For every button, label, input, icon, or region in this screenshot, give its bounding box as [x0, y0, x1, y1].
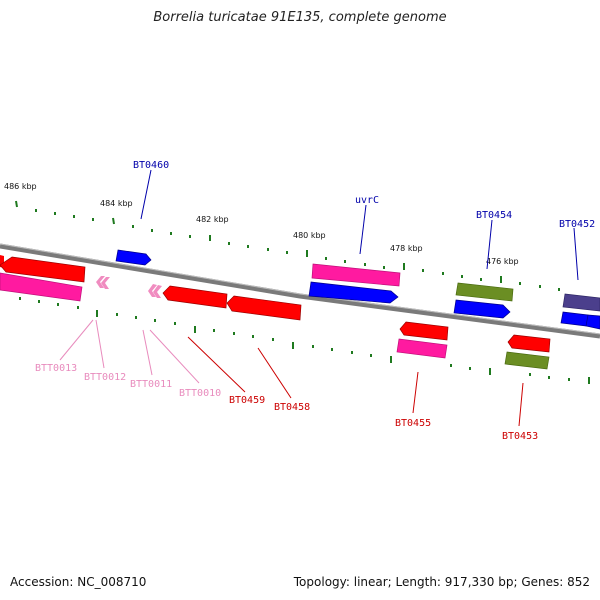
gene-label-bt0452[interactable]: BT0452	[559, 219, 595, 230]
gene-arrow-bt0453[interactable]	[507, 334, 551, 353]
scale-label-480: 480 kbp	[293, 231, 326, 240]
gene-arrow-pink-left[interactable]	[0, 272, 83, 302]
lower-tick-track	[19, 297, 590, 384]
scale-label-486: 486 kbp	[4, 182, 37, 191]
gene-arrow-bt0459[interactable]	[162, 285, 228, 309]
genome-backbone	[0, 243, 600, 339]
gene-label-bt0460[interactable]: BT0460	[133, 160, 169, 171]
scale-label-484: 484 kbp	[100, 199, 133, 208]
genome-summary-text: Topology: linear; Length: 917,330 bp; Ge…	[293, 575, 590, 589]
gene-leader-lines	[59, 169, 579, 427]
gene-arrow-bt0452[interactable]	[562, 293, 600, 312]
gene-arrow-bt0455[interactable]	[399, 321, 449, 341]
gene-arrow-bt0455-pink[interactable]	[396, 338, 448, 359]
gene-arrow-btt0011[interactable]	[148, 284, 157, 297]
gene-label-bt0455[interactable]: BT0455	[395, 418, 431, 429]
scale-label-476: 476 kbp	[486, 257, 519, 266]
gene-arrow-bt0454-olive[interactable]	[455, 282, 514, 302]
gene-label-btt0010[interactable]: BTT0010	[179, 388, 221, 399]
gene-arrow-btt0010[interactable]	[153, 285, 162, 298]
gene-label-bt0459[interactable]: BT0459	[229, 395, 265, 406]
accession-text: Accession: NC_008710	[10, 575, 147, 589]
gene-label-bt0458[interactable]: BT0458	[274, 402, 310, 413]
gene-label-bt0454[interactable]: BT0454	[476, 210, 512, 221]
upper-tick-track	[15, 200, 560, 291]
gene-label-bt0453[interactable]: BT0453	[502, 431, 538, 442]
gene-label-btt0012[interactable]: BTT0012	[84, 372, 126, 383]
gene-arrow-bt0454[interactable]	[453, 299, 511, 319]
scale-label-478: 478 kbp	[390, 244, 423, 253]
gene-label-btt0011[interactable]: BTT0011	[130, 379, 172, 390]
scale-label-482: 482 kbp	[196, 215, 229, 224]
gene-arrow-bt0458[interactable]	[226, 295, 302, 321]
gene-label-uvrc[interactable]: uvrC	[355, 195, 379, 206]
gene-label-btt0013[interactable]: BTT0013	[35, 363, 77, 374]
genome-title: Borrelia turicatae 91E135, complete geno…	[153, 10, 447, 25]
gene-arrow-btt0012[interactable]	[101, 277, 110, 289]
gene-arrow-bt0460[interactable]	[115, 249, 152, 266]
gene-arrow-btt0013[interactable]	[96, 276, 105, 288]
gene-arrow-uvrc[interactable]	[311, 263, 401, 287]
gene-arrow-blue-uvrc[interactable]	[308, 281, 399, 304]
gene-arrow-bt0453-olive[interactable]	[504, 351, 550, 370]
gene-arrow-red-left[interactable]	[0, 256, 86, 283]
